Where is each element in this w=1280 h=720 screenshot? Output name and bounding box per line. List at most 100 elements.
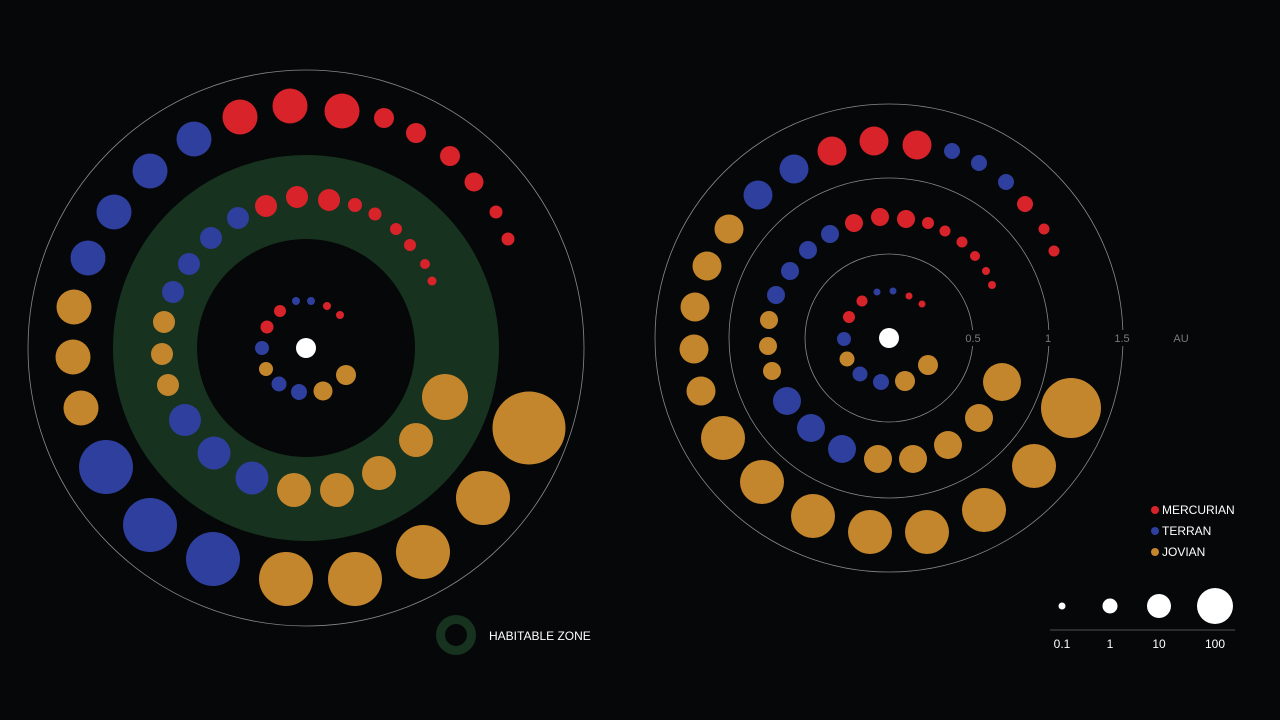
left-mercurian-planet-14 <box>420 259 430 269</box>
right-jovian-planet-55 <box>791 494 835 538</box>
right-jovian-planet-54 <box>740 460 784 504</box>
left-mercurian-planet-20 <box>286 186 308 208</box>
legend-mercurian-swatch <box>1151 506 1159 514</box>
left-jovian-planet-11 <box>313 381 333 401</box>
right-terran-planet-41 <box>971 155 987 171</box>
right-mercurian-planet-14 <box>982 267 990 275</box>
left-terran-planet-49 <box>70 240 106 276</box>
left-mercurian-planet-13 <box>427 276 437 286</box>
left-terran-planet-54 <box>123 498 177 552</box>
size-legend-dot-0-1 <box>1058 602 1066 610</box>
left-terran-planet-46 <box>176 121 212 157</box>
left-jovian-planet-36 <box>422 374 468 420</box>
left-mercurian-planet-3 <box>323 302 331 310</box>
right-terran-planet-1 <box>873 288 881 296</box>
right-jovian-planet-60 <box>1041 378 1101 438</box>
size-legend-label-100: 100 <box>1205 637 1225 651</box>
right-jovian-planet-8 <box>839 351 855 367</box>
right-jovian-planet-51 <box>679 334 709 364</box>
left-spiral-chart: HABITABLE ZONE <box>27 69 591 655</box>
left-jovian-planet-60 <box>492 391 566 465</box>
right-jovian-planet-53 <box>701 416 745 460</box>
tick-label-1-bg <box>1041 330 1055 346</box>
left-mercurian-planet-42 <box>374 108 394 128</box>
legend-terran-swatch <box>1151 527 1159 535</box>
tick-label-0-5-bg <box>963 330 984 346</box>
tick-label-1-5-bg <box>1112 330 1133 346</box>
right-mercurian-planet-44 <box>859 126 889 156</box>
right-mercurian-planet-18 <box>922 217 934 229</box>
left-mercurian-planet-15 <box>404 239 416 251</box>
left-terran-planet-7 <box>255 341 269 355</box>
left-terran-planet-10 <box>291 384 307 400</box>
left-jovian-planet-27 <box>151 343 173 365</box>
left-jovian-planet-59 <box>456 471 510 525</box>
left-mercurian-planet-43 <box>324 93 360 129</box>
right-terran-planet-42 <box>944 143 960 159</box>
left-jovian-planet-34 <box>362 456 396 490</box>
right-jovian-planet-32 <box>864 445 892 473</box>
left-terran-planet-47 <box>132 153 168 189</box>
size-legend-label-1: 1 <box>1107 637 1114 651</box>
right-mercurian-planet-3 <box>905 292 913 300</box>
left-jovian-planet-50 <box>56 289 92 325</box>
left-mercurian-planet-16 <box>390 223 402 235</box>
tick-label-1-5: 1.5 <box>1114 333 1129 345</box>
right-jovian-planet-56 <box>848 510 892 554</box>
left-terran-planet-23 <box>200 227 222 249</box>
right-mercurian-planet-21 <box>845 214 863 232</box>
left-jovian-planet-52 <box>63 390 99 426</box>
right-mercurian-planet-6 <box>843 311 855 323</box>
left-terran-planet-2 <box>307 297 315 305</box>
left-terran-planet-30 <box>197 436 231 470</box>
right-mercurian-planet-19 <box>897 210 915 228</box>
right-terran-planet-31 <box>828 435 856 463</box>
size-legend-label-0-1: 0.1 <box>1054 637 1071 651</box>
left-terran-planet-48 <box>96 194 132 230</box>
right-mercurian-planet-13 <box>988 281 996 289</box>
right-jovian-planet-49 <box>692 251 722 281</box>
right-jovian-planet-28 <box>763 362 781 380</box>
left-planet-dots <box>55 88 566 606</box>
right-planet-dots <box>679 126 1101 554</box>
right-jovian-planet-59 <box>1012 444 1056 488</box>
right-mercurian-planet-43 <box>902 130 932 160</box>
left-mercurian-planet-4 <box>336 311 344 319</box>
right-terran-planet-10 <box>873 374 889 390</box>
left-terran-planet-53 <box>79 440 133 494</box>
left-jovian-planet-35 <box>399 423 433 457</box>
left-mercurian-planet-5 <box>274 305 286 317</box>
size-legend-dot-10 <box>1147 594 1171 618</box>
right-mercurian-planet-38 <box>1038 223 1050 235</box>
star-left <box>296 338 316 358</box>
right-jovian-planet-50 <box>680 292 710 322</box>
right-jovian-planet-58 <box>962 488 1006 532</box>
size-legend-label-10: 10 <box>1152 637 1166 651</box>
left-terran-planet-1 <box>292 297 300 305</box>
left-mercurian-planet-41 <box>406 123 426 143</box>
left-jovian-planet-57 <box>328 552 382 606</box>
right-jovian-planet-11 <box>895 371 915 391</box>
right-jovian-planet-48 <box>714 214 744 244</box>
right-mercurian-planet-16 <box>956 236 968 248</box>
left-terran-planet-9 <box>271 376 287 392</box>
right-terran-planet-23 <box>799 241 817 259</box>
tick-label-0-5: 0.5 <box>965 333 980 345</box>
right-terran-planet-25 <box>767 286 785 304</box>
left-mercurian-planet-21 <box>255 195 277 217</box>
right-mercurian-planet-39 <box>1017 196 1033 212</box>
left-jovian-planet-51 <box>55 339 91 375</box>
right-terran-planet-7 <box>837 332 851 346</box>
legend-terran-label: TERRAN <box>1162 524 1211 538</box>
size-legend-dot-100 <box>1197 588 1233 624</box>
right-terran-planet-40 <box>998 174 1014 190</box>
right-spiral-chart: 0.5 1 1.5 AU <box>654 103 1189 573</box>
left-mercurian-planet-6 <box>260 320 274 334</box>
right-jovian-planet-12 <box>918 355 938 375</box>
left-mercurian-planet-18 <box>348 198 362 212</box>
left-jovian-planet-56 <box>259 552 313 606</box>
left-jovian-planet-32 <box>277 473 311 507</box>
right-terran-planet-46 <box>779 154 809 184</box>
right-jovian-planet-34 <box>934 431 962 459</box>
